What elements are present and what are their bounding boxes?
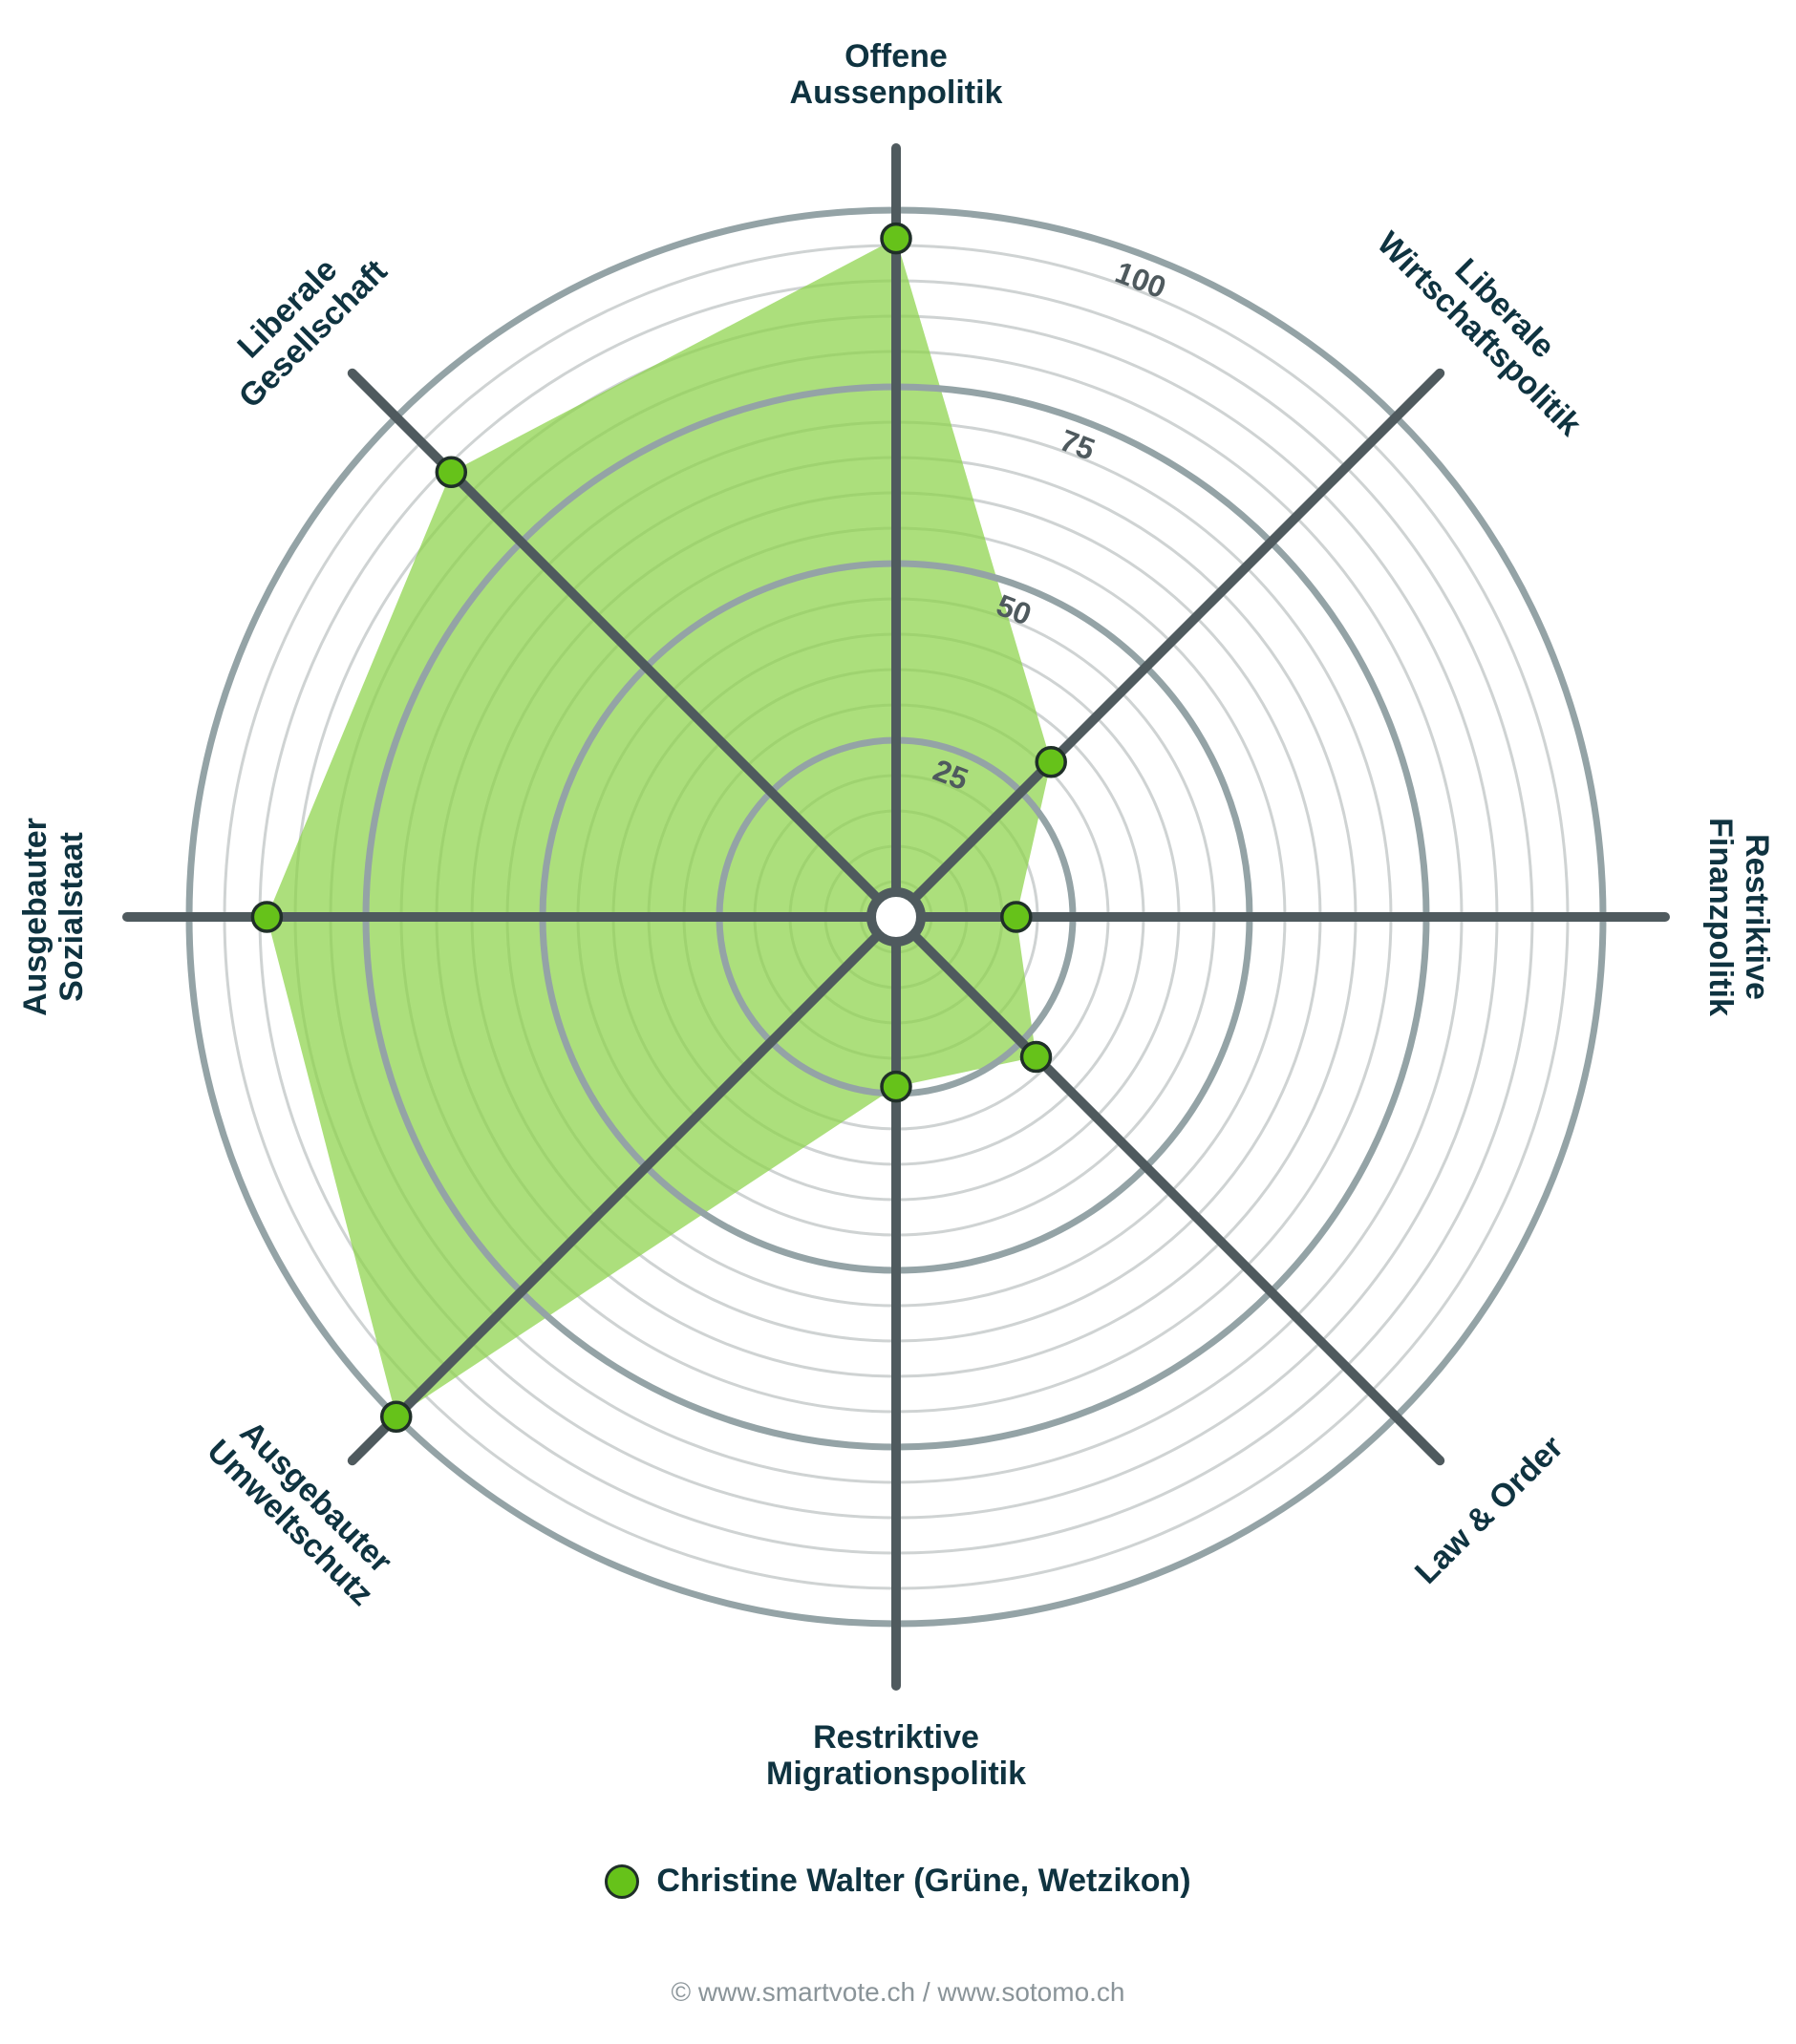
legend-marker bbox=[605, 1863, 640, 1899]
tick-label: 75 bbox=[1056, 422, 1100, 466]
axis-line bbox=[347, 912, 901, 1466]
axis-label: Restriktive bbox=[1739, 834, 1775, 1000]
data-point bbox=[250, 901, 284, 933]
axis-label: Sozialstaat bbox=[53, 832, 90, 1002]
axis-label: Migrationspolitik bbox=[766, 1756, 1026, 1792]
data-point bbox=[1019, 1040, 1053, 1074]
data-points bbox=[250, 222, 1067, 1434]
legend: Christine Walter (Grüne, Wetzikon) bbox=[0, 1863, 1796, 1904]
data-point bbox=[1035, 746, 1067, 778]
data-area bbox=[267, 238, 1052, 1417]
axis-label: Aussenpolitik bbox=[790, 75, 1003, 111]
credit: © www.smartvote.ch / www.sotomo.ch bbox=[671, 1977, 1125, 2007]
axis-label: Offene bbox=[845, 38, 948, 75]
center-hub bbox=[866, 887, 926, 947]
axis-label: Restriktive bbox=[813, 1719, 979, 1756]
series-area bbox=[267, 238, 1052, 1417]
data-point bbox=[880, 1070, 912, 1103]
data-point bbox=[1000, 901, 1033, 933]
legend-label: Christine Walter (Grüne, Wetzikon) bbox=[656, 1863, 1191, 1899]
data-point bbox=[379, 1400, 413, 1434]
axis-line bbox=[891, 368, 1445, 922]
axis-label: Ausgebauter bbox=[17, 818, 53, 1016]
data-point bbox=[435, 456, 468, 489]
axis-line bbox=[891, 912, 1445, 1466]
axis-label: Finanzpolitik bbox=[1702, 818, 1739, 1016]
axis-label-group: Ausgebauter Sozialstaat bbox=[17, 818, 90, 1016]
data-point bbox=[880, 222, 912, 255]
